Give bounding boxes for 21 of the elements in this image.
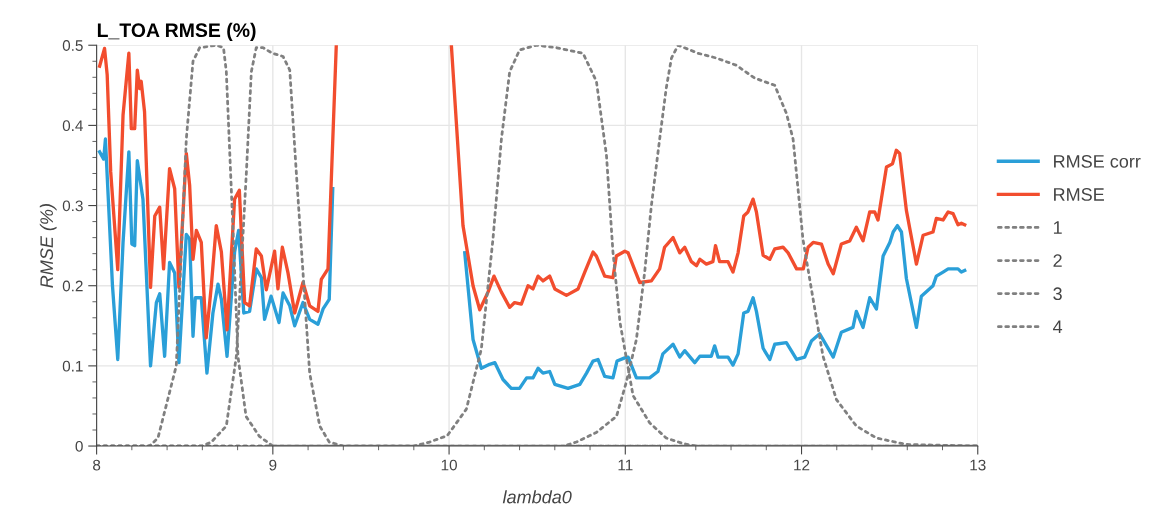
x-tick-label: 8 bbox=[93, 459, 101, 471]
y-axis-title: RMSE (%) bbox=[39, 204, 57, 288]
x-axis-title: lambda0 bbox=[502, 490, 572, 504]
chart-title: L_TOA RMSE (%) bbox=[97, 22, 256, 41]
legend-label: 1 bbox=[1053, 221, 1062, 234]
y-tick-label: 0.2 bbox=[62, 280, 83, 292]
legend-label: 2 bbox=[1053, 254, 1062, 267]
x-tick-label: 13 bbox=[970, 459, 986, 471]
x-tick-label: 10 bbox=[441, 459, 457, 471]
y-tick-label: 0.3 bbox=[62, 200, 83, 212]
y-tick-label: 0 bbox=[75, 440, 83, 452]
legend-label: RMSE bbox=[1054, 188, 1104, 201]
y-tick-label: 0.5 bbox=[62, 40, 83, 51]
x-tick-label: 12 bbox=[794, 459, 810, 471]
y-tick-label: 0.1 bbox=[62, 360, 83, 372]
legend-label: RMSE corr bbox=[1054, 155, 1141, 168]
x-tick-label: 11 bbox=[618, 459, 633, 471]
y-tick-label: 0.4 bbox=[62, 120, 83, 132]
legend-label: 4 bbox=[1053, 320, 1063, 334]
x-tick-label: 9 bbox=[269, 459, 277, 471]
legend-label: 3 bbox=[1053, 287, 1062, 301]
